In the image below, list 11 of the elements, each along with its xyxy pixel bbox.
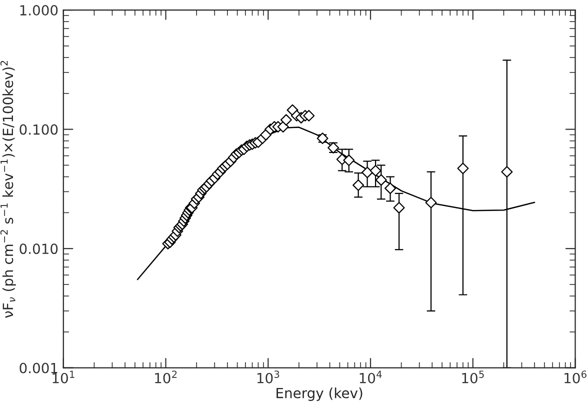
y-tick-label: 0.001 [20,362,58,374]
x-axis-title: Energy (kev) [276,388,362,401]
y-tick-label: 0.010 [20,244,58,254]
text: νF$_{ν}$ (ph cm$^{−2}$ s$^{−1}$ kev$^{−1}$)×(E/100kev)$^{2}$ [0,60,16,318]
y-tick-label: 0.100 [20,124,58,135]
x-tick-label: 10$^{5}$ [462,370,484,384]
x-tick-label: 10$^{6}$ [564,370,586,384]
x-tick-label: 10$^{2}$ [155,370,177,384]
y-tick-label: 1.000 [20,5,58,16]
x-tick-label: 10$^{4}$ [360,370,382,384]
x-tick-label: 10$^{3}$ [257,370,280,384]
